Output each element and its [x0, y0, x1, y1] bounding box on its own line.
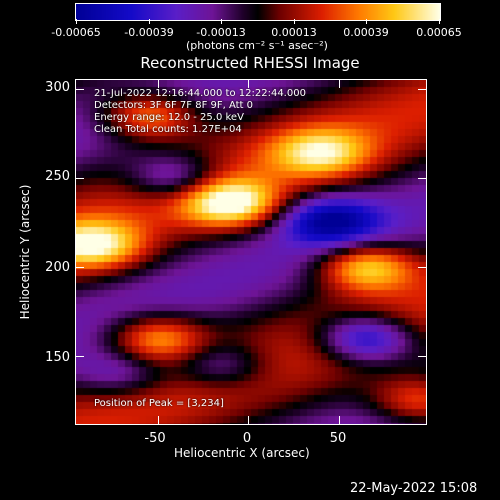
x-tick-label: 0 — [242, 431, 252, 446]
colorbar-tick-label: 0.00065 — [416, 26, 462, 39]
x-axis-title: Heliocentric X (arcsec) — [174, 446, 310, 460]
y-tick-label: 150 — [45, 350, 70, 365]
colorbar-tickmark — [76, 19, 77, 24]
overlay-time-range: 21-Jul-2022 12:16:44.000 to 12:22:44.000 — [94, 88, 306, 99]
axis-tickmark — [76, 356, 84, 358]
overlay-energy: Energy range: 12.0 - 25.0 keV — [94, 112, 244, 123]
y-tick-label: 250 — [45, 169, 70, 184]
axis-tickmark — [157, 416, 159, 424]
colorbar-gradient — [76, 4, 440, 20]
axis-tickmark — [76, 88, 84, 90]
x-tick-label: -50 — [144, 431, 166, 446]
colorbar-tickmark — [366, 19, 368, 24]
colorbar-tick-label: 0.00013 — [271, 26, 317, 39]
colorbar-tick-label: 0.00039 — [343, 26, 389, 39]
colorbar-tick-label: -0.00039 — [124, 26, 174, 39]
overlay-peak-position: Position of Peak = [3,234] — [94, 398, 224, 409]
axis-tickmark — [418, 178, 426, 180]
axis-tickmark — [338, 80, 340, 88]
colorbar-units-label: (photons cm⁻² s⁻¹ asec⁻²) — [186, 39, 328, 52]
axis-tickmark — [338, 416, 340, 424]
colorbar-tickmark — [293, 19, 295, 24]
axis-tickmark — [76, 267, 84, 269]
axis-tickmark — [418, 356, 426, 358]
footer-timestamp: 22-May-2022 15:08 — [350, 481, 478, 496]
axis-tickmark — [76, 178, 84, 180]
overlay-clean: Clean Total counts: 1.27E+04 — [94, 124, 242, 135]
axis-tickmark — [248, 416, 250, 424]
colorbar-tickmark — [439, 19, 440, 24]
axis-tickmark — [418, 88, 426, 90]
colorbar-tickmark — [221, 19, 223, 24]
y-tick-label: 300 — [45, 80, 70, 95]
axis-tickmark — [248, 80, 250, 88]
y-tick-label: 200 — [45, 260, 70, 275]
plot-frame — [75, 79, 427, 425]
colorbar-frame — [75, 3, 441, 21]
rhessi-image — [76, 80, 426, 424]
y-axis-title: Heliocentric Y (arcsec) — [18, 184, 32, 320]
x-tick-label: 50 — [329, 431, 347, 446]
plot-title: Reconstructed RHESSI Image — [140, 54, 360, 72]
axis-tickmark — [418, 267, 426, 269]
colorbar-tick-label: -0.00065 — [51, 26, 101, 39]
colorbar-tick-label: -0.00013 — [196, 26, 246, 39]
colorbar-tickmark — [148, 19, 150, 24]
axis-tickmark — [157, 80, 159, 88]
overlay-detectors: Detectors: 3F 6F 7F 8F 9F, Att 0 — [94, 100, 254, 111]
